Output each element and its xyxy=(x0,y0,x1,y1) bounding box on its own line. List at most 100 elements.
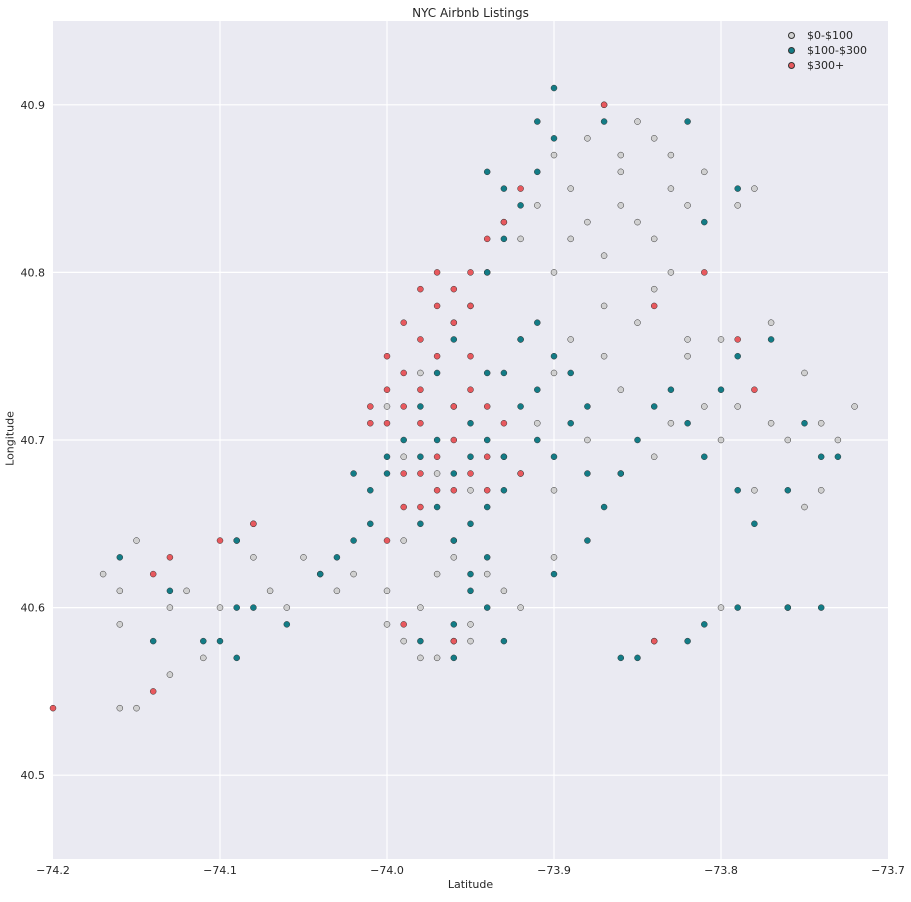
scatter-point xyxy=(835,437,841,443)
scatter-point xyxy=(217,538,223,544)
legend-marker-mid xyxy=(788,47,795,54)
scatter-point xyxy=(434,303,440,309)
scatter-point xyxy=(618,152,624,158)
scatter-point xyxy=(751,186,757,192)
scatter-point xyxy=(417,370,423,376)
scatter-point xyxy=(601,102,607,108)
scatter-point xyxy=(117,705,123,711)
scatter-point xyxy=(367,420,373,426)
scatter-point xyxy=(200,638,206,644)
scatter-point xyxy=(768,336,774,342)
x-tick-label: −74.2 xyxy=(36,864,70,877)
scatter-point xyxy=(668,269,674,275)
scatter-point xyxy=(401,638,407,644)
scatter-point xyxy=(200,655,206,661)
scatter-point xyxy=(384,538,390,544)
scatter-point xyxy=(651,135,657,141)
scatter-point xyxy=(668,152,674,158)
scatter-point xyxy=(618,169,624,175)
scatter-point xyxy=(434,471,440,477)
scatter-point xyxy=(468,269,474,275)
scatter-point xyxy=(518,186,524,192)
scatter-point xyxy=(618,387,624,393)
scatter-point xyxy=(584,471,590,477)
scatter-point xyxy=(284,605,290,611)
scatter-point xyxy=(735,605,741,611)
scatter-point xyxy=(417,655,423,661)
scatter-point xyxy=(117,588,123,594)
scatter-point xyxy=(167,588,173,594)
scatter-point xyxy=(651,236,657,242)
scatter-point xyxy=(601,253,607,259)
scatter-point xyxy=(134,538,140,544)
scatter-point xyxy=(701,219,707,225)
scatter-point xyxy=(451,487,457,493)
scatter-point xyxy=(718,387,724,393)
scatter-point xyxy=(434,353,440,359)
scatter-point xyxy=(551,454,557,460)
scatter-point xyxy=(468,571,474,577)
scatter-point xyxy=(451,554,457,560)
scatter-point xyxy=(835,454,841,460)
scatter-point xyxy=(468,387,474,393)
scatter-point xyxy=(367,403,373,409)
scatter-point xyxy=(401,538,407,544)
scatter-point xyxy=(501,236,507,242)
scatter-point xyxy=(167,672,173,678)
scatter-point xyxy=(401,403,407,409)
scatter-point xyxy=(217,605,223,611)
scatter-point xyxy=(534,437,540,443)
y-tick-label: 40.5 xyxy=(21,769,46,782)
y-tick-label: 40.7 xyxy=(21,434,46,447)
scatter-point xyxy=(284,621,290,627)
legend-item-low: $0-$100 xyxy=(784,28,867,43)
scatter-point xyxy=(685,202,691,208)
scatter-point xyxy=(451,403,457,409)
scatter-point xyxy=(468,638,474,644)
scatter-point xyxy=(468,471,474,477)
scatter-point xyxy=(534,169,540,175)
scatter-point xyxy=(417,420,423,426)
scatter-point xyxy=(451,621,457,627)
scatter-point xyxy=(802,504,808,510)
legend-label-mid: $100-$300 xyxy=(807,44,867,57)
scatter-point xyxy=(401,504,407,510)
scatter-point xyxy=(852,403,858,409)
legend-label-high: $300+ xyxy=(807,59,844,72)
scatter-point xyxy=(334,554,340,560)
scatter-point xyxy=(518,403,524,409)
x-tick-labels: −74.2 −74.1 −74.0 −73.9 −73.8 −73.7 xyxy=(36,864,905,877)
scatter-point xyxy=(568,186,574,192)
scatter-point xyxy=(234,655,240,661)
scatter-point xyxy=(584,538,590,544)
scatter-point xyxy=(417,471,423,477)
scatter-point xyxy=(635,119,641,125)
scatter-point xyxy=(267,588,273,594)
scatter-point xyxy=(351,471,357,477)
legend-marker-high xyxy=(788,62,795,69)
scatter-point xyxy=(818,454,824,460)
scatter-point xyxy=(802,420,808,426)
scatter-point xyxy=(501,420,507,426)
scatter-point xyxy=(534,202,540,208)
scatter-point xyxy=(685,119,691,125)
scatter-point xyxy=(401,471,407,477)
y-tick-label: 40.8 xyxy=(21,266,46,279)
scatter-point xyxy=(468,588,474,594)
scatter-point xyxy=(417,504,423,510)
scatter-point xyxy=(501,487,507,493)
scatter-point xyxy=(217,638,223,644)
scatter-point xyxy=(468,487,474,493)
chart-title: NYC Airbnb Listings xyxy=(53,6,888,20)
scatter-point xyxy=(184,588,190,594)
scatter-point xyxy=(451,655,457,661)
scatter-point xyxy=(417,387,423,393)
y-tick-label: 40.6 xyxy=(21,602,46,615)
scatter-point xyxy=(818,605,824,611)
scatter-point xyxy=(468,521,474,527)
scatter-point xyxy=(401,370,407,376)
scatter-point xyxy=(551,85,557,91)
scatter-point xyxy=(351,571,357,577)
scatter-point xyxy=(668,387,674,393)
